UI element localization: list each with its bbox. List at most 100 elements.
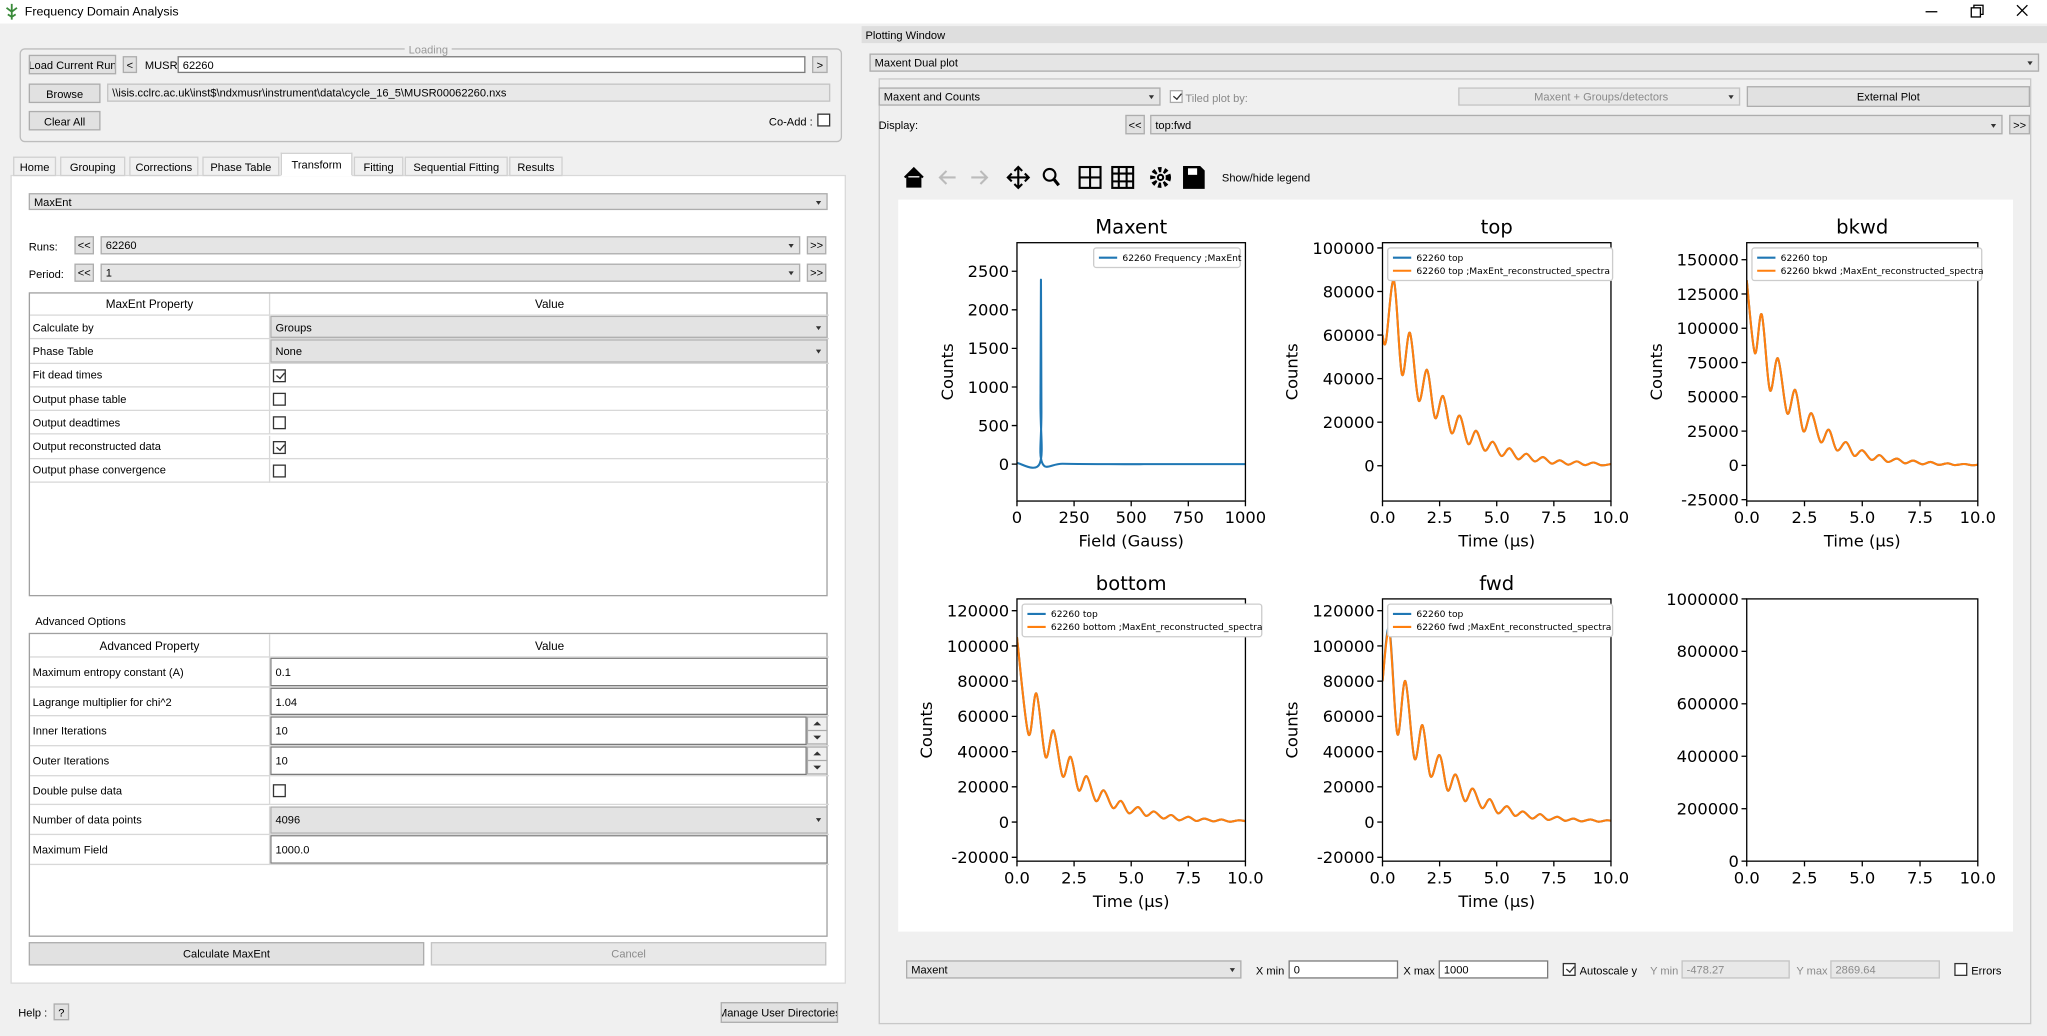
- period-prev[interactable]: <<: [74, 264, 94, 282]
- spin-arrows[interactable]: [807, 717, 828, 745]
- spin-arrows[interactable]: [807, 746, 828, 774]
- calculate-button[interactable]: Calculate MaxEnt: [29, 942, 425, 965]
- checkbox[interactable]: [273, 393, 286, 406]
- y-tick-label: 0: [999, 813, 1009, 832]
- checkbox[interactable]: [273, 417, 286, 430]
- tab-active[interactable]: Transform: [281, 153, 353, 176]
- display-combo[interactable]: top:fwd: [1150, 115, 2002, 135]
- x-tick-label: 2.5: [1061, 868, 1087, 887]
- value-cell: [270, 364, 829, 388]
- plot-type-combo[interactable]: Maxent and Counts: [879, 87, 1161, 105]
- autoscale-checkbox[interactable]: [1563, 963, 1576, 976]
- runs-prev[interactable]: <<: [74, 236, 94, 254]
- x-tick-label: 0.0: [1370, 508, 1396, 527]
- x-tick-label: 1000: [1225, 508, 1266, 527]
- y-tick-label: 500: [978, 416, 1009, 435]
- xmax-input[interactable]: 1000: [1439, 960, 1549, 978]
- manage-dirs-button[interactable]: Manage User Directories: [721, 1002, 838, 1023]
- y-tick-label: 400000: [1677, 747, 1739, 766]
- text-input[interactable]: 1000.0: [270, 835, 827, 863]
- run-input[interactable]: 62260: [178, 56, 806, 73]
- y-tick-label: 60000: [1323, 707, 1375, 726]
- legend-toggle[interactable]: Show/hide legend: [1222, 170, 1310, 186]
- errors-label: Errors: [1971, 962, 2001, 979]
- checkbox[interactable]: [273, 784, 286, 797]
- help-button[interactable]: ?: [54, 1003, 70, 1020]
- tab[interactable]: Sequential Fitting: [405, 157, 508, 177]
- x-axis-label: Time (μs): [1823, 532, 1901, 551]
- data-line: [1747, 280, 1978, 465]
- window-title: Frequency Domain Analysis: [25, 5, 179, 19]
- tab[interactable]: Results: [509, 157, 563, 177]
- tab[interactable]: Corrections: [129, 157, 198, 177]
- y-tick-label: 1000000: [1666, 590, 1739, 609]
- external-plot-button[interactable]: External Plot: [1747, 86, 2030, 107]
- mode-combo[interactable]: Maxent Dual plot: [869, 53, 2039, 71]
- x-tick-label: 7.5: [1907, 508, 1933, 527]
- period-next[interactable]: >>: [807, 264, 827, 282]
- y-tick-label: 0: [1364, 457, 1374, 476]
- y-tick-label: 0: [1729, 852, 1739, 871]
- value-cell: [270, 411, 829, 435]
- tab[interactable]: Phase Table: [202, 157, 279, 177]
- y-tick-label: 75000: [1687, 353, 1739, 372]
- clear-button[interactable]: Clear All: [29, 111, 101, 131]
- combo[interactable]: 4096: [270, 806, 827, 834]
- x-tick-label: 5.0: [1849, 508, 1875, 527]
- value-cell: 1.04: [270, 687, 829, 717]
- runs-combo[interactable]: 62260: [101, 236, 801, 254]
- group-title: Loading: [405, 42, 452, 56]
- window-controls[interactable]: [1913, 0, 2047, 23]
- value-cell: 1000.0: [270, 835, 829, 865]
- value-cell: 4096: [270, 806, 829, 836]
- errors-checkbox[interactable]: [1954, 963, 1967, 976]
- property-name: Maximum Field: [30, 835, 270, 865]
- x-tick-label: 5.0: [1849, 868, 1875, 887]
- next-button[interactable]: >: [812, 56, 828, 73]
- axis-combo[interactable]: Maxent: [906, 960, 1242, 978]
- plot-title: bkwd: [1836, 216, 1888, 239]
- y-tick-label: 2000: [968, 301, 1009, 320]
- app-icon: [3, 3, 21, 21]
- combo[interactable]: Groups: [270, 316, 827, 339]
- x-tick-label: 0: [1012, 508, 1022, 527]
- y-tick-label: -20000: [1317, 848, 1375, 867]
- data-line: [1017, 637, 1245, 822]
- tab[interactable]: Grouping: [60, 157, 125, 177]
- property-name: Double pulse data: [30, 776, 270, 806]
- text-input[interactable]: 0.1: [270, 658, 827, 686]
- y-tick-label: 80000: [1323, 672, 1375, 691]
- checkbox[interactable]: [273, 441, 286, 454]
- y-tick-label: 25000: [1687, 422, 1739, 441]
- tab[interactable]: Home: [13, 157, 56, 177]
- y-tick-label: 0: [999, 455, 1009, 474]
- property-name: Maximum entropy constant (A): [30, 658, 270, 688]
- xmin-input[interactable]: 0: [1289, 960, 1399, 978]
- x-axis-label: Field (Gauss): [1078, 532, 1183, 551]
- browse-button[interactable]: Browse: [29, 84, 101, 104]
- plot-toolbar[interactable]: [898, 162, 1218, 193]
- x-tick-label: 2.5: [1792, 868, 1818, 887]
- period-combo[interactable]: 1: [101, 264, 801, 282]
- load-button[interactable]: Load Current Run: [29, 55, 116, 75]
- coadd-checkbox[interactable]: [817, 114, 830, 127]
- legend-label: 62260 top: [1781, 254, 1828, 264]
- method-combo[interactable]: MaxEnt: [29, 193, 828, 210]
- display-prev[interactable]: <<: [1125, 115, 1145, 135]
- tab[interactable]: Fitting: [354, 157, 404, 177]
- checkbox[interactable]: [273, 369, 286, 382]
- ymax-input: 2869.64: [1830, 960, 1940, 978]
- y-tick-label: 120000: [1312, 602, 1374, 621]
- text-input[interactable]: 10: [270, 746, 807, 774]
- display-next[interactable]: >>: [2009, 115, 2030, 135]
- runs-next[interactable]: >>: [807, 236, 827, 254]
- x-tick-label: 7.5: [1907, 868, 1933, 887]
- text-input[interactable]: 10: [270, 717, 807, 745]
- combo[interactable]: None: [270, 340, 827, 363]
- text-input[interactable]: 1.04: [270, 687, 827, 715]
- legend-label: 62260 top: [1051, 610, 1098, 620]
- property-name: Inner Iterations: [30, 717, 270, 747]
- prev-button[interactable]: <: [123, 56, 137, 73]
- checkbox[interactable]: [273, 464, 286, 477]
- y-tick-label: 40000: [1323, 742, 1375, 761]
